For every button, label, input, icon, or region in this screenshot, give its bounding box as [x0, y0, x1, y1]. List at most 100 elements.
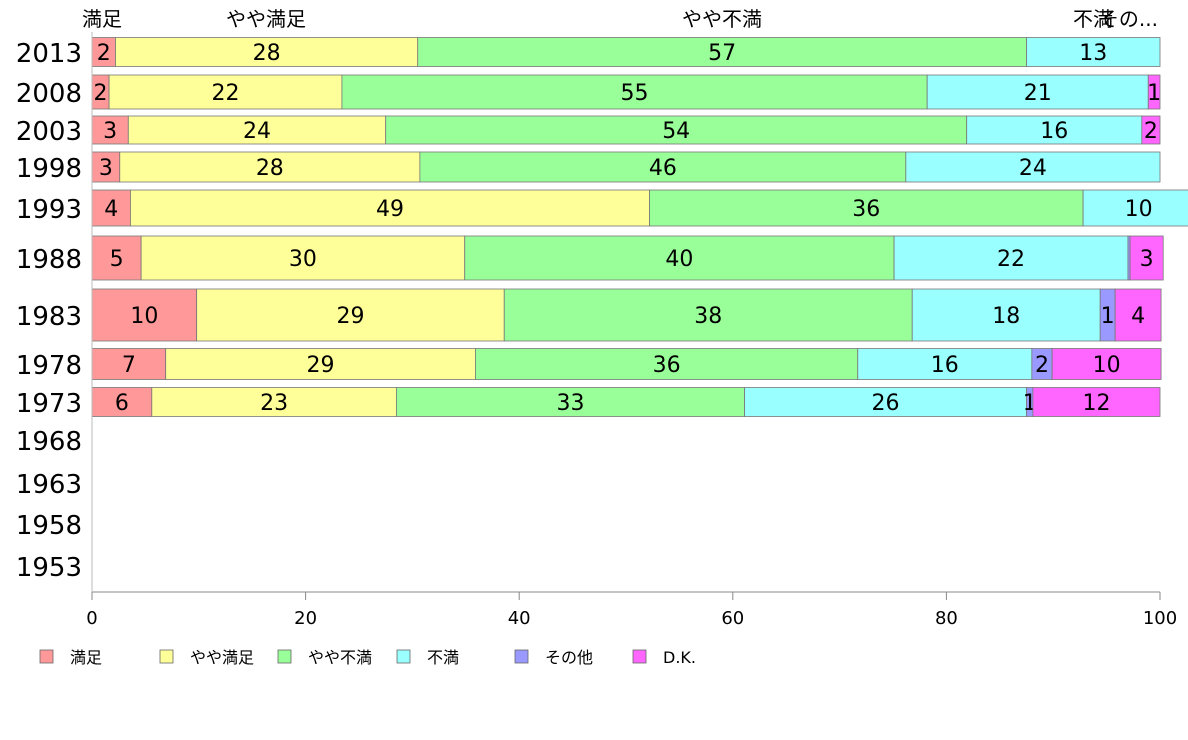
- bar-segment: [857, 348, 1033, 380]
- bar-value-label: 49: [376, 197, 404, 222]
- bar-value-label: 46: [649, 156, 677, 181]
- bar-value-label: 33: [556, 391, 584, 416]
- x-tick-label: 40: [508, 608, 531, 629]
- year-label: 1988: [16, 245, 82, 275]
- bar-value-label: 29: [307, 353, 335, 378]
- bar-value-label: 10: [1125, 197, 1153, 222]
- bar-segment: [926, 74, 1149, 110]
- legend-label: D.K.: [663, 648, 696, 667]
- year-label: 1963: [16, 470, 82, 500]
- legend-swatch: [277, 649, 292, 664]
- bar-value-label: 12: [1082, 391, 1110, 416]
- top-category-label: その...: [1099, 7, 1158, 31]
- legend-label: やや不満: [308, 648, 372, 667]
- bar-value-label: 36: [852, 197, 880, 222]
- bar-value-label: 3: [103, 119, 117, 144]
- bar-segment: [1051, 348, 1162, 380]
- bar-value-label: 29: [336, 304, 364, 329]
- bar-segment: [127, 115, 387, 145]
- bar-segment: [108, 74, 343, 110]
- bar-value-label: 16: [1040, 119, 1068, 144]
- bar-segment: [91, 115, 129, 145]
- bar-value-label: 57: [708, 41, 736, 66]
- bar-segment: [130, 189, 650, 227]
- year-label: 2008: [16, 79, 82, 109]
- bar-segment: [91, 348, 167, 380]
- bar-value-label: 55: [621, 81, 649, 106]
- year-label: 1973: [16, 389, 82, 419]
- bar-value-label: 38: [694, 304, 722, 329]
- bar-segment: [1147, 74, 1161, 110]
- bar-value-label: 13: [1079, 41, 1107, 66]
- bar-segment: [503, 288, 913, 342]
- bar-segment: [115, 37, 419, 67]
- bar-value-label: 22: [212, 81, 240, 106]
- legend-label: やや満足: [190, 648, 254, 667]
- bar-value-label: 6: [115, 391, 129, 416]
- year-label: 2013: [16, 39, 82, 69]
- bar-segment: [419, 151, 907, 183]
- bar-segment: [91, 288, 198, 342]
- bar-value-label: 23: [260, 391, 288, 416]
- top-category-label: 不満: [1073, 7, 1113, 31]
- year-label: 1993: [16, 195, 82, 225]
- bar-value-label: 3: [99, 156, 113, 181]
- bar-segment: [966, 115, 1143, 145]
- bar-segment: [1114, 288, 1162, 342]
- bar-value-label: 7: [122, 353, 136, 378]
- bar-value-label: 36: [653, 353, 681, 378]
- bar-value-label: 10: [1093, 353, 1121, 378]
- year-label: 1958: [16, 511, 82, 541]
- top-category-label: やや不満: [682, 7, 762, 31]
- year-label: 1983: [16, 302, 82, 332]
- bar-value-label: 10: [130, 304, 158, 329]
- year-label: 1998: [16, 154, 82, 184]
- year-label: 1968: [16, 427, 82, 457]
- bar-value-label: 26: [872, 391, 900, 416]
- x-tick-label: 20: [294, 608, 317, 629]
- bar-value-label: 22: [997, 247, 1025, 272]
- bar-segment: [395, 387, 745, 417]
- bar-value-label: 24: [1019, 156, 1047, 181]
- bar-segment: [1082, 189, 1188, 227]
- bar-segment: [1032, 387, 1161, 417]
- top-category-label: やや満足: [226, 7, 306, 31]
- bar-value-label: 24: [243, 119, 271, 144]
- bar-value-label: 28: [253, 41, 281, 66]
- legend-swatch: [514, 649, 529, 664]
- bar-value-label: 40: [665, 247, 693, 272]
- bar-segment: [341, 74, 928, 110]
- bar-value-label: 1: [1147, 81, 1161, 106]
- bar-segment: [140, 235, 466, 281]
- bar-value-label: 5: [110, 247, 124, 272]
- year-label: 1978: [16, 351, 82, 381]
- bar-value-label: 18: [992, 304, 1020, 329]
- bar-segment: [417, 37, 1027, 67]
- bar-segment: [893, 235, 1129, 281]
- legend-swatch: [396, 649, 411, 664]
- year-label: 1953: [16, 553, 82, 583]
- legend-swatch: [159, 649, 174, 664]
- legend-label: その他: [545, 648, 593, 667]
- year-label: 2003: [16, 117, 82, 147]
- bar-value-label: 30: [289, 247, 317, 272]
- bar-segment: [1026, 37, 1161, 67]
- x-tick-label: 60: [721, 608, 744, 629]
- legend-label: 不満: [427, 648, 459, 667]
- bar-value-label: 28: [256, 156, 284, 181]
- bar-value-label: 4: [1131, 304, 1145, 329]
- bar-value-label: 3: [1140, 247, 1154, 272]
- x-tick-label: 0: [86, 608, 97, 629]
- top-category-label: 満足: [82, 7, 122, 31]
- legend-label: 満足: [70, 648, 102, 667]
- bar-segment: [1141, 115, 1161, 145]
- bar-segment: [1129, 235, 1164, 281]
- bar-value-label: 2: [94, 81, 108, 106]
- bar-value-label: 2: [97, 41, 111, 66]
- bar-segment: [165, 348, 476, 380]
- bar-segment: [905, 151, 1161, 183]
- bar-value-label: 4: [104, 197, 118, 222]
- bar-segment: [119, 151, 421, 183]
